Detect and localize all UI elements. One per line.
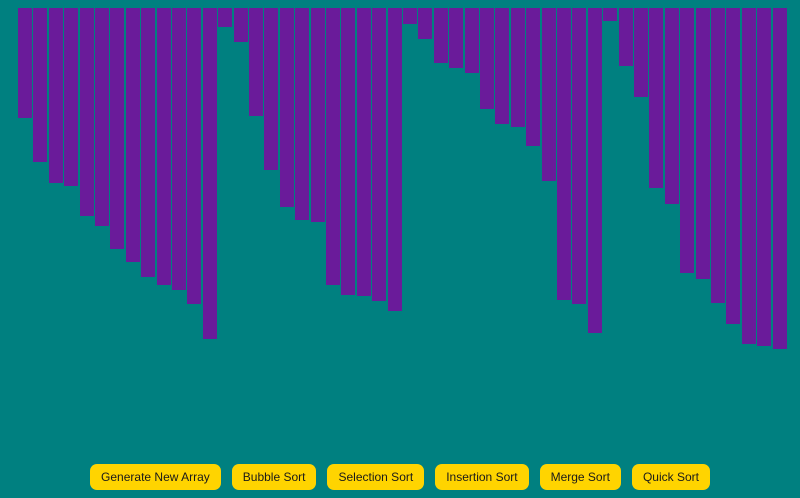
array-bar	[326, 8, 340, 285]
array-bar	[79, 8, 94, 216]
array-bar	[156, 8, 171, 285]
array-bar	[510, 8, 525, 127]
array-bar	[757, 8, 772, 346]
controls-bar: Generate New Array Bubble Sort Selection…	[0, 464, 800, 490]
array-bar	[649, 8, 664, 188]
array-bar	[680, 8, 695, 273]
selection-sort-button[interactable]: Selection Sort	[327, 464, 425, 490]
array-bar	[480, 8, 494, 109]
generate-array-button[interactable]: Generate New Array	[90, 464, 221, 490]
array-bar	[557, 8, 571, 300]
merge-sort-button[interactable]: Merge Sort	[539, 464, 621, 490]
array-bar	[618, 8, 633, 66]
array-bar	[418, 8, 433, 39]
array-bar	[541, 8, 556, 181]
array-bar	[18, 8, 32, 118]
array-bar	[587, 8, 602, 333]
array-bar	[33, 8, 48, 162]
array-bar	[741, 8, 756, 344]
array-bar	[433, 8, 448, 63]
array-bar	[264, 8, 279, 170]
array-bar	[464, 8, 479, 73]
array-bar	[603, 8, 618, 21]
array-bar	[141, 8, 156, 277]
array-bar	[726, 8, 741, 324]
array-bar	[449, 8, 464, 68]
array-bar	[772, 8, 787, 349]
array-bar	[233, 8, 248, 42]
array-bar	[125, 8, 140, 262]
array-bar	[495, 8, 510, 124]
array-bar	[48, 8, 63, 183]
array-bar	[403, 8, 417, 24]
array-bar	[249, 8, 263, 116]
array-bar	[387, 8, 402, 311]
array-bar	[310, 8, 325, 222]
array-bar	[218, 8, 233, 27]
array-bar	[187, 8, 202, 304]
bubble-sort-button[interactable]: Bubble Sort	[231, 464, 317, 490]
array-bar	[95, 8, 109, 226]
array-bar	[356, 8, 371, 296]
array-bar	[202, 8, 217, 339]
insertion-sort-button[interactable]: Insertion Sort	[435, 464, 529, 490]
quick-sort-button[interactable]: Quick Sort	[631, 464, 710, 490]
array-bars	[18, 8, 790, 408]
array-bar	[526, 8, 541, 146]
array-bar	[711, 8, 725, 303]
array-bar	[572, 8, 587, 304]
array-bar	[172, 8, 186, 290]
array-bar	[295, 8, 310, 220]
array-bar	[279, 8, 294, 207]
array-bar	[634, 8, 648, 97]
array-bar	[372, 8, 387, 301]
array-bar	[695, 8, 710, 279]
array-bar	[110, 8, 125, 249]
array-bar	[64, 8, 79, 186]
array-bar	[341, 8, 356, 295]
array-bar	[664, 8, 679, 204]
